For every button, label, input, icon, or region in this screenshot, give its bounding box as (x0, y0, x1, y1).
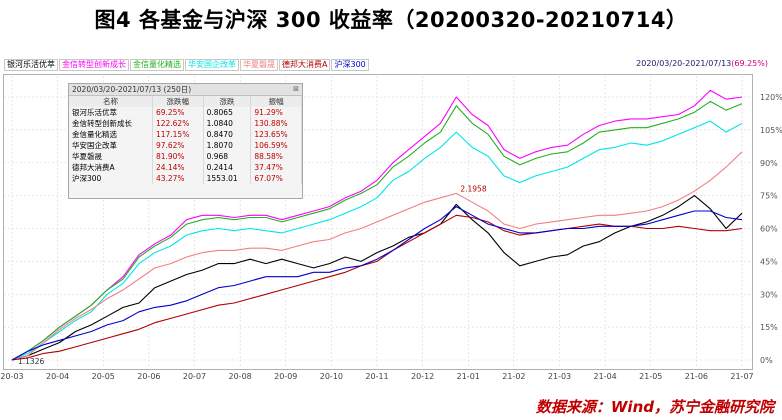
y-tick-label: 105% (760, 126, 782, 135)
stats-cell: 1.0840 (203, 118, 252, 129)
stats-row: 华安国企改革 97.62% 1.8070 106.59% (69, 140, 302, 151)
x-tick-label: 21-04 (594, 372, 617, 381)
stats-column-header: 振幅 (250, 96, 302, 107)
stats-cell: 华夏磐晟 (69, 151, 153, 162)
stats-cell: 37.47% (250, 162, 302, 173)
stats-cell: 130.88% (250, 118, 302, 129)
stats-cell: 沪深300 (69, 173, 153, 184)
stats-cell: 43.27% (152, 173, 204, 184)
stats-cell: 0.8470 (203, 129, 252, 140)
y-tick-label: 45% (760, 257, 778, 266)
chart-legend: 银河乐活优萃 金信转型创新成长 金信量化精选 华安国企改革 华夏磐晟 德邦大消费A 沪深30… (4, 59, 370, 71)
stats-row: 德邦大消费A 24.14% 0.2414 37.47% (69, 162, 302, 173)
y-tick-label: 120% (760, 93, 782, 102)
stats-cell: 91.29% (250, 107, 302, 118)
y-tick-label: 60% (760, 225, 778, 234)
stats-cell: 华安国企改革 (69, 140, 153, 151)
legend-item[interactable]: 金信量化精选 (130, 59, 184, 71)
x-tick-label: 21-06 (685, 372, 708, 381)
x-tick-label: 21-07 (730, 372, 753, 381)
range-pct: (69.25%) (731, 59, 768, 68)
series-line (11, 151, 743, 361)
start-value-annotation: 1.1326 (18, 357, 44, 366)
stats-cell: 88.58% (250, 151, 302, 162)
stats-cell: 德邦大消费A (69, 162, 153, 173)
stats-table: 名称 涨跌幅 涨跌 振幅 银河乐活优萃 69.25% 0.8065 91.29% 金信转型创新成… (69, 96, 302, 184)
y-tick-label: 90% (760, 159, 778, 168)
legend-item[interactable]: 华夏磐晟 (240, 59, 278, 71)
stats-cell: 1.8070 (203, 140, 252, 151)
series-line (11, 195, 743, 361)
stats-table-header: 2020/03/20-2021/07/13 (250日) ⊠ (69, 84, 302, 96)
x-tick-label: 20-05 (92, 372, 115, 381)
y-tick-label: 0% (760, 356, 773, 365)
stats-cell: 金信转型创新成长 (69, 118, 153, 129)
y-tick-label: 15% (760, 323, 778, 332)
source-note: 数据来源：Wind，苏宁金融研究院 (535, 398, 774, 416)
range-dates: 2020/03/20-2021/07/13 (636, 59, 732, 68)
x-tick-label: 20-09 (274, 372, 297, 381)
close-icon[interactable]: ⊠ (293, 85, 299, 93)
x-tick-label: 21-03 (548, 372, 571, 381)
stats-cell: 0.2414 (203, 162, 252, 173)
x-tick-label: 20-06 (137, 372, 160, 381)
chart-title: 图4 各基金与沪深 300 收益率（20200320-20210714） (94, 8, 688, 32)
x-tick-label: 20-11 (365, 372, 388, 381)
series-line (11, 100, 743, 361)
stats-row: 金信量化精选 117.15% 0.8470 123.65% (69, 129, 302, 140)
stats-row: 华夏磐晟 81.90% 0.968 88.58% (69, 151, 302, 162)
x-tick-label: 20-08 (229, 372, 252, 381)
stats-cell: 24.14% (152, 162, 204, 173)
stats-cell: 金信量化精选 (69, 129, 153, 140)
y-tick-label: 75% (760, 192, 778, 201)
stats-row: 金信转型创新成长 122.62% 1.0840 130.88% (69, 118, 302, 129)
stats-cell: 银河乐活优萃 (69, 107, 153, 118)
range-label: 2020/03/20-2021/07/13(69.25%) (636, 59, 768, 68)
peak-value-annotation: 2.1958 (460, 184, 486, 193)
x-tick-label: 21-05 (639, 372, 662, 381)
series-line (11, 206, 743, 361)
y-tick-label: 30% (760, 290, 778, 299)
stats-column-header: 名称 (69, 96, 153, 107)
legend-item[interactable]: 金信转型创新成长 (59, 59, 129, 71)
stats-row: 银河乐活优萃 69.25% 0.8065 91.29% (69, 107, 302, 118)
stats-cell: 106.59% (250, 140, 302, 151)
stats-table-header-text: 2020/03/20-2021/07/13 (250日) (72, 85, 192, 94)
x-tick-label: 21-02 (502, 372, 525, 381)
stats-cell: 81.90% (152, 151, 204, 162)
stats-cell: 123.65% (250, 129, 302, 140)
x-tick-label: 20-03 (0, 372, 23, 381)
stats-row: 沪深300 43.27% 1553.01 67.07% (69, 173, 302, 184)
x-tick-label: 20-04 (46, 372, 69, 381)
stats-table-panel[interactable]: 2020/03/20-2021/07/13 (250日) ⊠ 名称 涨跌幅 涨跌 振幅银… (68, 83, 303, 199)
stats-column-header: 涨跌幅 (152, 96, 204, 107)
x-tick-label: 20-10 (320, 372, 343, 381)
x-tick-label: 21-01 (457, 372, 480, 381)
legend-item[interactable]: 华安国企改革 (185, 59, 239, 71)
stats-cell: 122.62% (152, 118, 204, 129)
stats-cell: 69.25% (152, 107, 204, 118)
stats-cell: 67.07% (250, 173, 302, 184)
series-line (11, 120, 743, 361)
x-tick-label: 20-07 (183, 372, 206, 381)
stats-cell: 117.15% (152, 129, 204, 140)
legend-item[interactable]: 沪深300 (331, 59, 369, 71)
x-tick-label: 20-12 (411, 372, 434, 381)
legend-item[interactable]: 德邦大消费A (279, 59, 331, 71)
stats-cell: 97.62% (152, 140, 204, 151)
series-line (11, 89, 743, 361)
legend-item[interactable]: 银河乐活优萃 (4, 59, 58, 71)
stats-column-header: 涨跌 (203, 96, 252, 107)
stats-cell: 0.8065 (203, 107, 252, 118)
stats-cell: 0.968 (203, 151, 252, 162)
stats-cell: 1553.01 (203, 173, 252, 184)
